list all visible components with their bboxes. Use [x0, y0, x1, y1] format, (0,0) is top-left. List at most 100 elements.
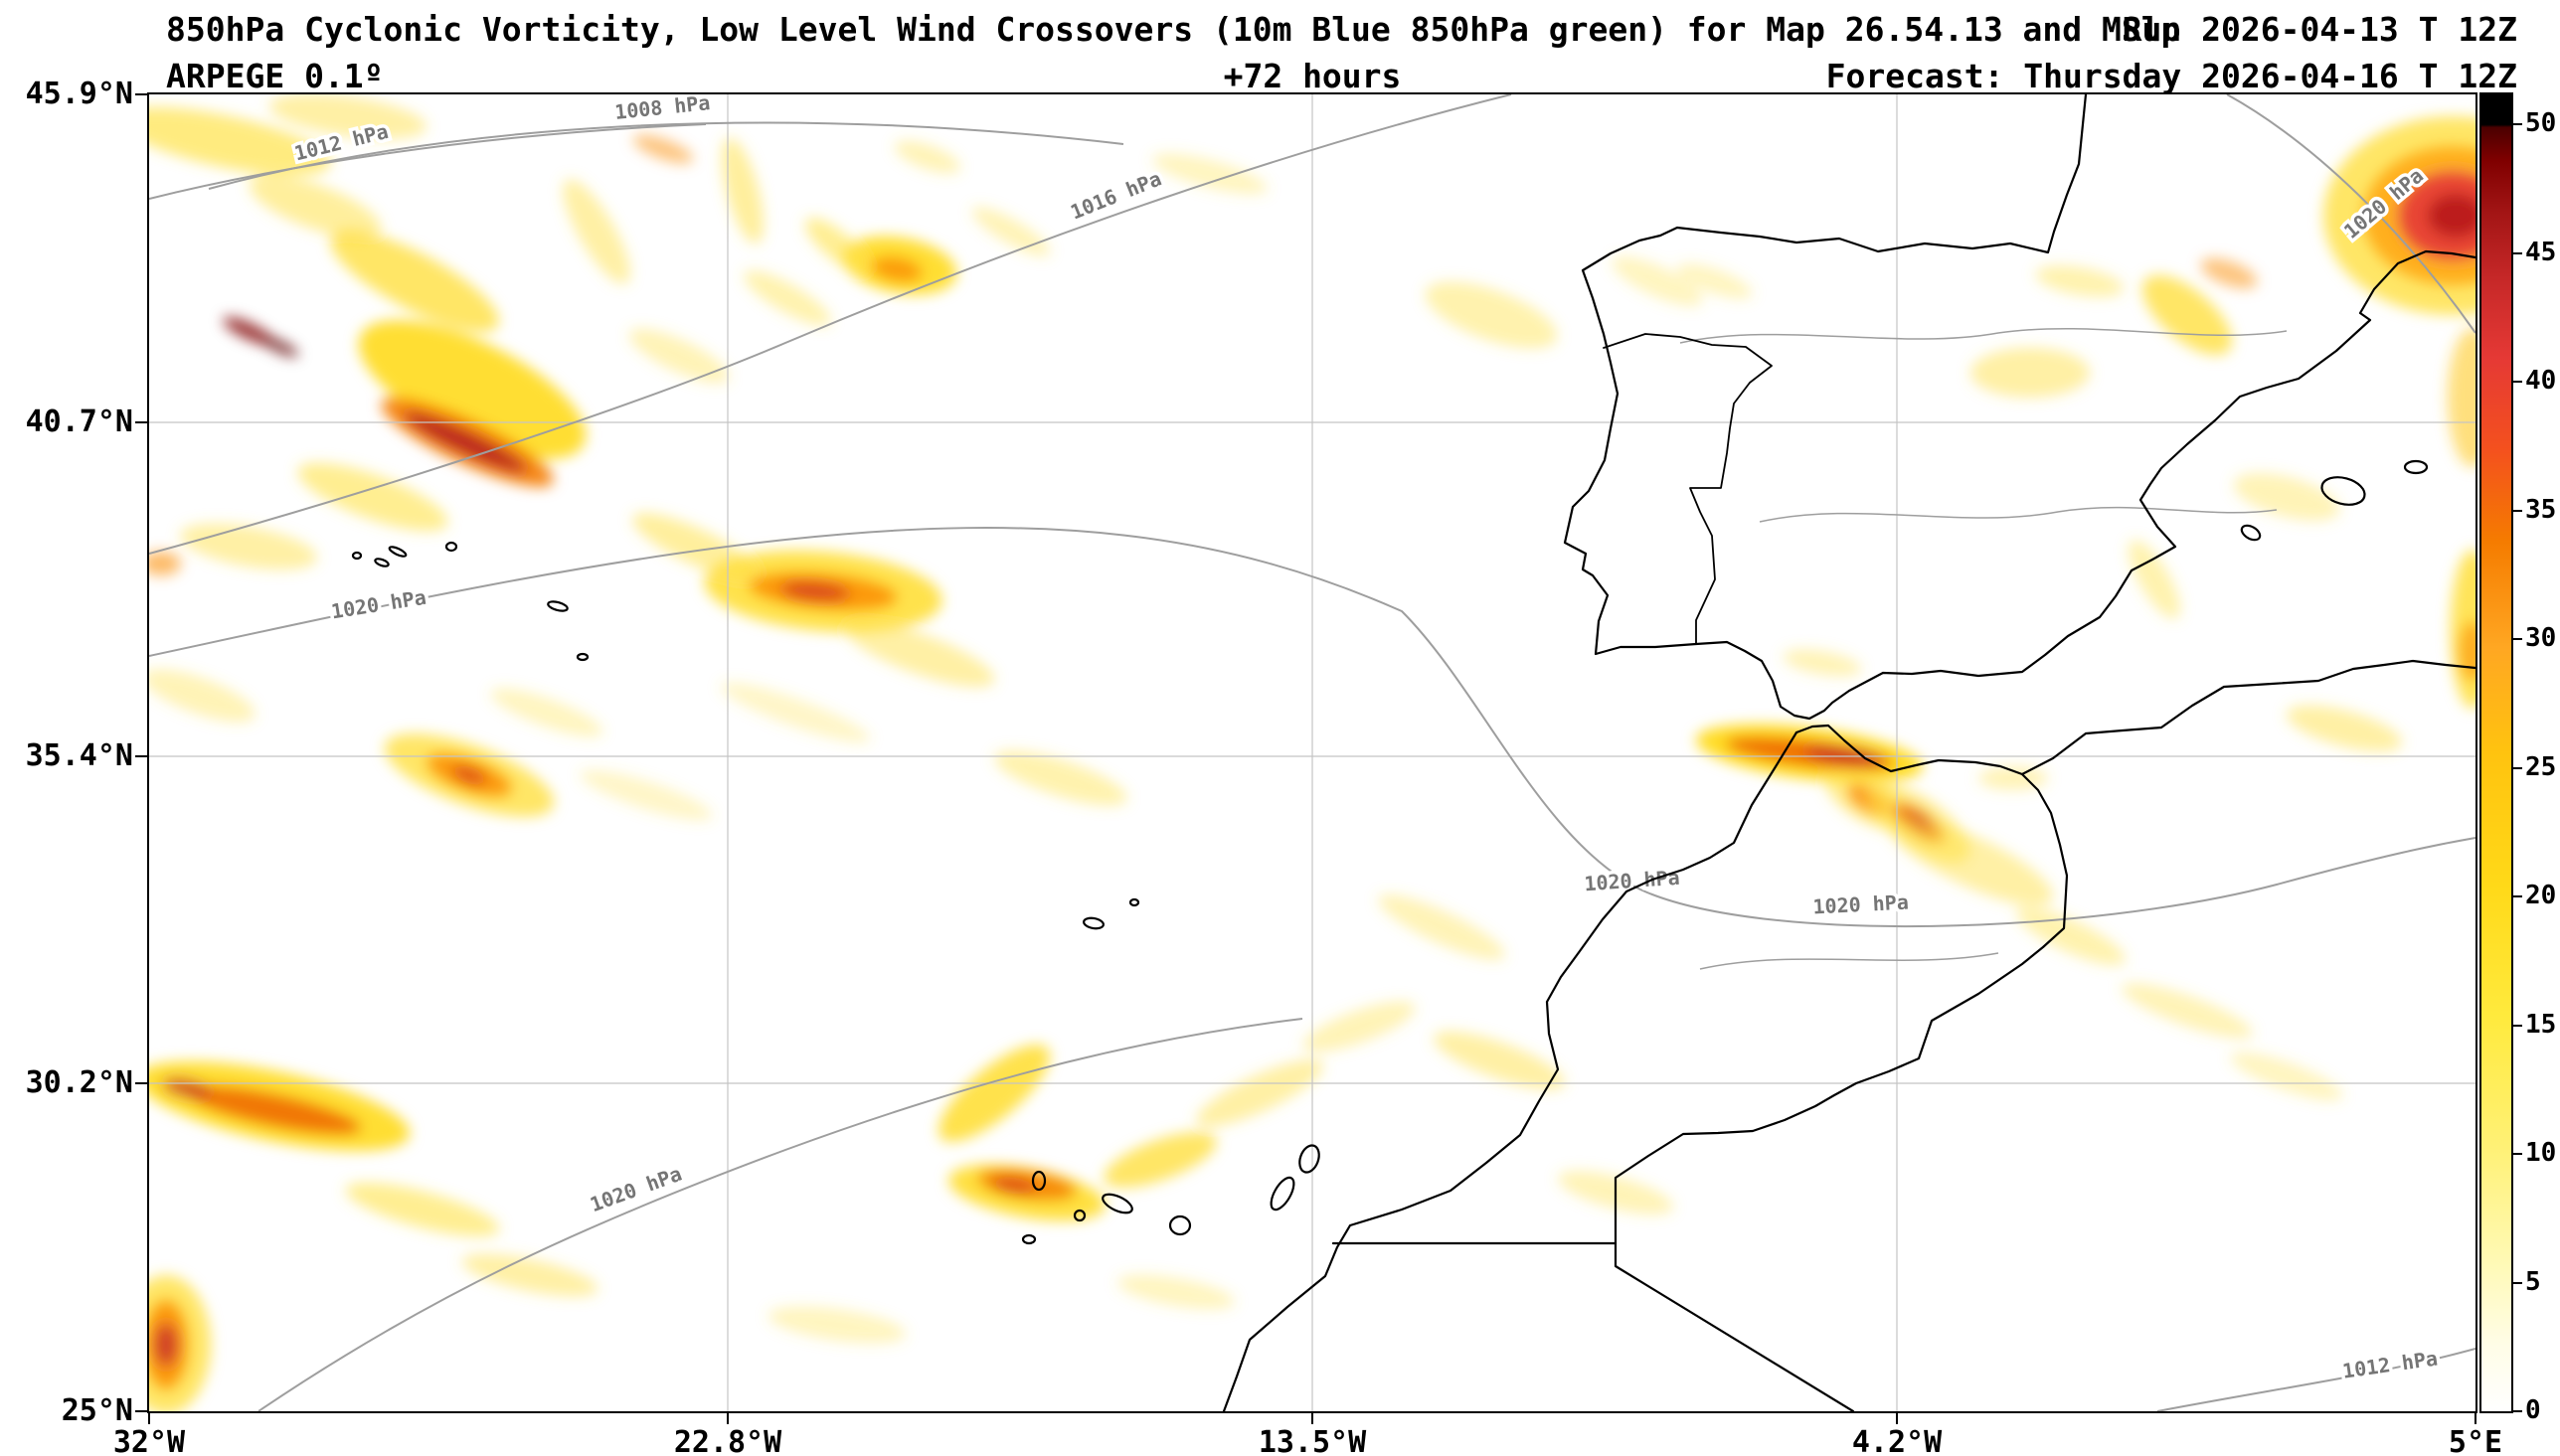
- x-tick-mark: [148, 1413, 150, 1424]
- colorbar-tick-mark: [2513, 381, 2522, 383]
- vorticity-blob: [2230, 1052, 2343, 1101]
- isobar-1020-sw: [257, 1018, 1303, 1411]
- vorticity-blob: [563, 179, 630, 284]
- coastline-northafrica-med: [1794, 659, 2475, 776]
- vorticity-blob: [780, 580, 850, 602]
- vorticity-blob: [154, 1323, 178, 1367]
- vorticity-blob: [1425, 281, 1558, 349]
- island-fuerteventura: [1270, 1176, 1295, 1212]
- x-tick-mark: [1896, 1413, 1898, 1424]
- x-tick-mark: [727, 1413, 729, 1424]
- vorticity-blob: [451, 765, 487, 785]
- isobar-inland-2: [1759, 506, 2278, 523]
- vorticity-blob: [894, 140, 961, 174]
- x-tick-mark: [1311, 1413, 1313, 1424]
- isobar-1012-se: [2156, 1348, 2475, 1411]
- vorticity-blob: [2200, 257, 2258, 289]
- vorticity-blob: [768, 1306, 907, 1344]
- vorticity-blob: [2016, 906, 2126, 966]
- y-tick-label: 35.4°N: [25, 738, 133, 773]
- vorticity-blob: [461, 1253, 598, 1297]
- colorbar-tick-mark: [2513, 123, 2522, 125]
- lead-time-label: +72 hours: [1223, 57, 1402, 95]
- x-tick-label: 22.8°W: [673, 1425, 782, 1456]
- y-tick-label: 25°N: [61, 1393, 133, 1428]
- island-mallorca: [2320, 476, 2366, 506]
- vorticity-blob: [939, 1045, 1050, 1142]
- vorticity-blob: [1104, 1132, 1217, 1188]
- isobar-inland-1: [1679, 327, 2288, 344]
- vorticity-blob: [1151, 153, 1269, 195]
- vorticity-blob: [297, 462, 448, 532]
- colorbar-tick-label: 10: [2525, 1138, 2557, 1168]
- forecast-valid-label: Forecast: Thursday 2026-04-16 T 12Z: [1825, 57, 2517, 95]
- colorbar-tick-label: 5: [2525, 1267, 2541, 1297]
- colorbar-tick-label: 0: [2525, 1395, 2541, 1425]
- x-tick-label: 5°E: [2448, 1425, 2503, 1456]
- vorticity-blob: [994, 750, 1127, 806]
- vorticity-blob: [1889, 817, 2054, 906]
- colorbar-tick-mark: [2513, 510, 2522, 512]
- colorbar-tick-mark: [2513, 1153, 2522, 1155]
- vorticity-blob: [330, 231, 499, 332]
- colorbar-tick-label: 45: [2525, 238, 2557, 267]
- border-portugal-spain: [1603, 333, 1773, 645]
- vorticity-blob: [971, 207, 1051, 256]
- isobar-label: 1020 hPa: [1812, 890, 1909, 919]
- y-tick-label: 45.9°N: [25, 77, 133, 111]
- colorbar-tick-mark: [2513, 252, 2522, 254]
- vorticity-blob: [721, 137, 765, 244]
- isobar-label: 1016 hPa: [1067, 166, 1164, 224]
- island-porto-santo: [1128, 897, 1140, 907]
- colorbar: [2479, 92, 2513, 1413]
- isobar-1012-nw: [149, 123, 707, 200]
- vorticity-blob: [628, 328, 730, 384]
- island-menorca: [2403, 459, 2429, 475]
- y-tick-mark: [135, 421, 147, 423]
- vorticity-blob: [1378, 894, 1505, 960]
- island-ibiza: [2240, 524, 2262, 542]
- vorticity-blob: [805, 218, 869, 273]
- coastline-iberia-france: [1563, 94, 2475, 721]
- vorticity-blob: [632, 513, 760, 580]
- x-tick-label: 32°W: [112, 1425, 186, 1456]
- vorticity-blob: [844, 620, 995, 688]
- grid-lines: [149, 94, 2475, 1411]
- vorticity-blob: [1970, 348, 2090, 398]
- vorticity-blob: [2035, 265, 2125, 297]
- vorticity-blob: [404, 411, 527, 473]
- isobar-contours: [149, 94, 2475, 1411]
- island-sao-jorge: [388, 546, 408, 558]
- model-label: ARPEGE 0.1º: [166, 57, 384, 95]
- vorticity-blob: [2122, 983, 2253, 1039]
- vorticity-blob: [1677, 263, 1753, 299]
- colorbar-tick-mark: [2513, 1282, 2522, 1284]
- island-terceira: [444, 541, 458, 553]
- map-canvas: 1008 hPa 1012 hPa 1016 hPa 1020 hPa 1020 hPa…: [149, 94, 2475, 1411]
- island-sao-miguel: [547, 600, 569, 612]
- vorticity-blob: [580, 769, 713, 821]
- y-tick-mark: [135, 93, 147, 95]
- vorticity-blob: [268, 94, 427, 139]
- colorbar-tick-label: 25: [2525, 752, 2557, 782]
- coastline-morocco-atlantic: [1222, 730, 1798, 1411]
- x-tick-label: 13.5°W: [1258, 1425, 1367, 1456]
- vorticity-blob: [2129, 540, 2180, 619]
- colorbar-tick-label: 40: [2525, 366, 2557, 396]
- colorbar-tick-mark: [2513, 1025, 2522, 1027]
- y-tick-label: 40.7°N: [25, 404, 133, 439]
- vorticity-blob: [358, 320, 587, 459]
- map-plot-area: 1008 hPa 1012 hPa 1016 hPa 1020 hPa 1020 hPa…: [147, 92, 2477, 1413]
- run-label: Run 2026-04-13 T 12Z: [2122, 10, 2517, 49]
- vorticity-blob: [1612, 255, 1703, 307]
- island-la-gomera: [1073, 1209, 1087, 1222]
- vorticity-blob: [1804, 745, 1884, 765]
- y-tick-mark: [135, 755, 147, 757]
- island-pico: [374, 558, 390, 567]
- colorbar-tick-label: 35: [2525, 495, 2557, 525]
- isobar-label: 1020 hPa: [1584, 866, 1681, 896]
- island-lanzarote: [1298, 1144, 1320, 1174]
- vorticity-blob: [992, 1177, 1036, 1195]
- vorticity-blob: [261, 336, 299, 358]
